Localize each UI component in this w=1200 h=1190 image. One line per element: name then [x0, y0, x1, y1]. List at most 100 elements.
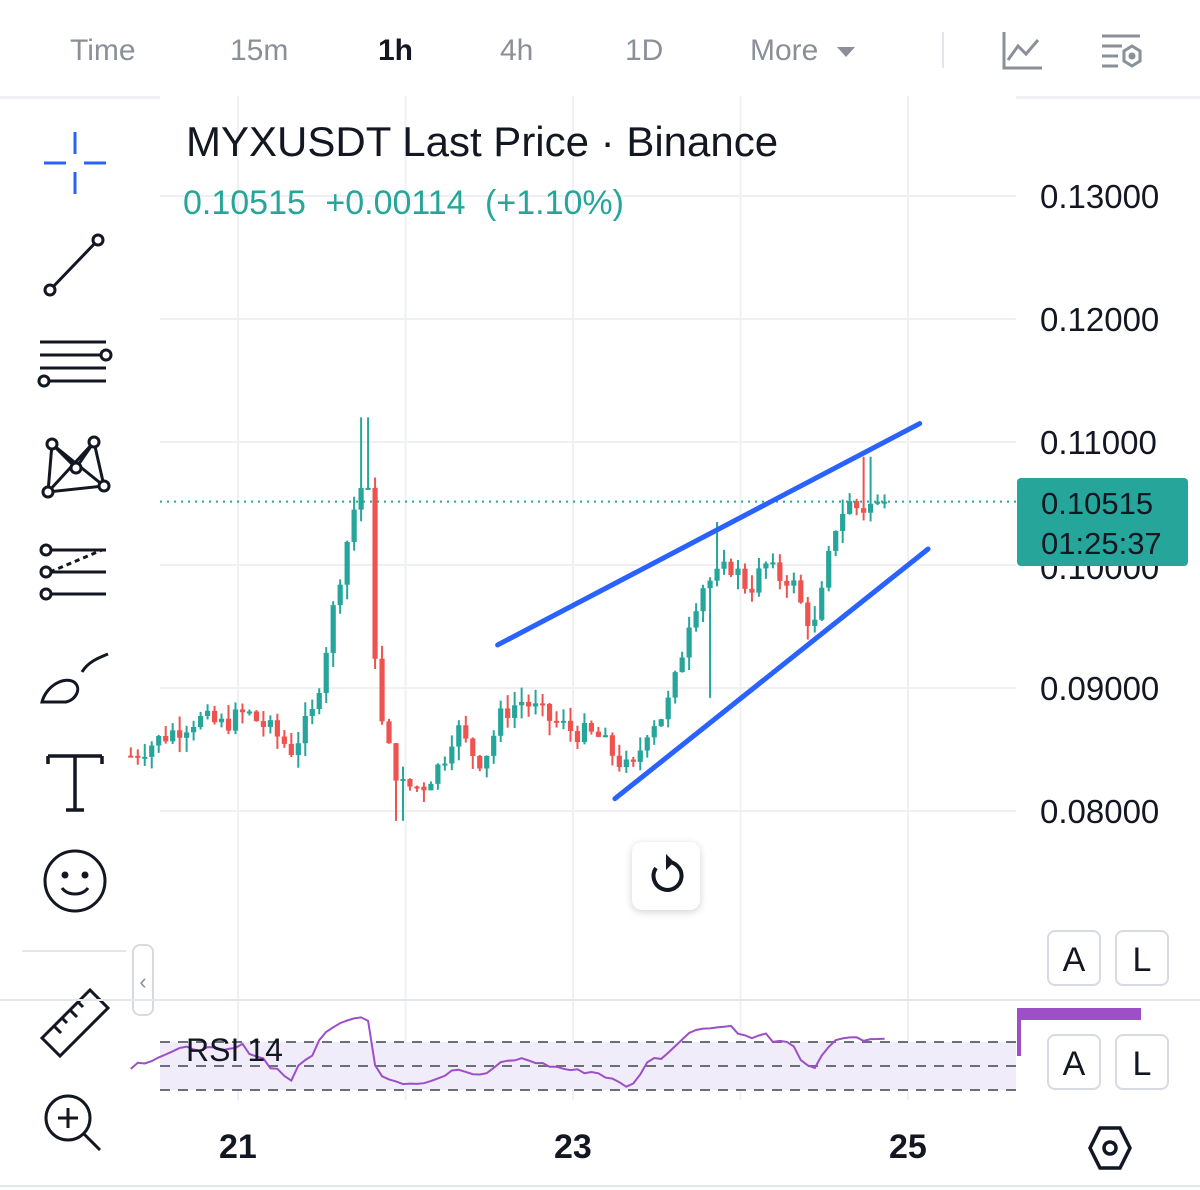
- projection-icon: [39, 543, 106, 601]
- x-tick-label: 25: [889, 1128, 927, 1166]
- candle-body: [595, 731, 602, 737]
- drawing-tools-panel: [0, 96, 150, 1190]
- candle-body: [211, 710, 218, 723]
- candle-body: [623, 759, 629, 768]
- rsi-line: [130, 1016, 885, 1088]
- y-tick-label: 0.08000: [1040, 793, 1159, 830]
- candle-body: [721, 561, 727, 569]
- candle-body: [170, 730, 176, 742]
- chart-settings-button[interactable]: [1100, 28, 1144, 72]
- candle-body: [777, 562, 783, 581]
- candle-body: [700, 588, 706, 612]
- auto-scale-button[interactable]: A: [1047, 930, 1101, 986]
- trendline-icon: [43, 233, 105, 297]
- timeframe-1h[interactable]: 1h: [378, 34, 414, 67]
- y-tick-label: 0.11000: [1040, 424, 1157, 461]
- settings-list-icon: [1102, 34, 1142, 68]
- x-tick-label: 23: [554, 1128, 592, 1166]
- candle-body: [672, 672, 678, 698]
- candle-body: [728, 561, 734, 576]
- candle-body: [707, 580, 713, 589]
- candle-body: [756, 568, 762, 593]
- price-change-pct: (+1.10%): [485, 184, 624, 222]
- hexagon-settings-icon: [1088, 1126, 1132, 1170]
- forecasting-tool[interactable]: [36, 532, 114, 610]
- candle-body: [539, 703, 546, 706]
- candle-body: [295, 743, 301, 756]
- candle-body: [749, 588, 755, 593]
- candle-body: [861, 508, 867, 513]
- ruler-icon: [39, 987, 111, 1059]
- candle-body: [609, 735, 615, 756]
- indicators-button[interactable]: [1000, 28, 1044, 72]
- log-scale-button[interactable]: L: [1115, 930, 1169, 986]
- more-timeframes-button[interactable]: More: [750, 34, 857, 68]
- text-tool[interactable]: [36, 742, 114, 820]
- zoom-tool[interactable]: [36, 1086, 114, 1164]
- rsi-auto-scale-button[interactable]: A: [1047, 1034, 1101, 1090]
- candle-body: [365, 487, 371, 490]
- timeframe-4h[interactable]: 4h: [500, 34, 534, 67]
- toolbar-collapse-button[interactable]: ‹: [132, 944, 154, 1016]
- fib-retracement-tool[interactable]: [36, 328, 114, 406]
- candle-body: [197, 716, 204, 728]
- candle-body: [288, 743, 294, 756]
- candle-body: [191, 727, 197, 733]
- candle-body: [630, 759, 636, 762]
- candle-body: [826, 550, 832, 588]
- trendline-upper: [495, 421, 923, 648]
- candle-body: [553, 720, 560, 723]
- pattern-tool[interactable]: [36, 430, 114, 508]
- candle-body: [351, 509, 357, 542]
- trendline-lower: [612, 546, 931, 802]
- candle-body: [442, 763, 448, 766]
- price-tag-value: 0.10515: [1041, 486, 1154, 521]
- parallel-lines-icon: [37, 340, 113, 388]
- candle-body: [665, 697, 671, 720]
- candle-body: [512, 705, 518, 718]
- timeframe-time[interactable]: Time: [70, 34, 136, 67]
- candle-body: [246, 711, 253, 714]
- tools-divider: [22, 950, 126, 952]
- y-tick-label: 0.09000: [1040, 670, 1159, 707]
- crosshair-icon: [44, 132, 106, 194]
- candle-body: [393, 743, 399, 781]
- candle-body: [519, 701, 525, 706]
- candle-body: [428, 783, 434, 791]
- candle-body: [491, 735, 497, 756]
- candle-body: [344, 541, 350, 585]
- candle-body: [142, 756, 148, 759]
- scale-settings-button[interactable]: [1086, 1124, 1134, 1172]
- brush-icon: [40, 652, 109, 704]
- measure-tool[interactable]: [36, 984, 114, 1062]
- reset-chart-button[interactable]: [632, 842, 700, 910]
- rsi-log-scale-button[interactable]: L: [1115, 1034, 1169, 1090]
- candle-body: [358, 488, 364, 510]
- chevron-left-icon: ‹: [139, 969, 147, 994]
- price-change: +0.00114: [325, 184, 466, 222]
- trendline-tool[interactable]: [36, 226, 114, 304]
- candle-body: [463, 725, 469, 739]
- emoji-tool[interactable]: [36, 842, 114, 920]
- candle-body: [574, 731, 581, 743]
- timeframe-1d[interactable]: 1D: [625, 34, 664, 67]
- candle-body: [407, 779, 413, 787]
- candle-body: [260, 721, 267, 728]
- candle-body: [477, 755, 483, 769]
- candle-body: [840, 513, 846, 532]
- candle-body: [470, 738, 476, 756]
- candle-body: [735, 568, 741, 576]
- rsi-value-marker-edge: [1017, 1008, 1021, 1056]
- candle-body: [679, 657, 685, 673]
- timeframe-15m[interactable]: 15m: [230, 34, 289, 67]
- candle-body: [232, 709, 239, 731]
- candle-body: [637, 750, 643, 762]
- candle-body: [805, 602, 811, 626]
- candle-body: [281, 736, 287, 744]
- crosshair-tool[interactable]: [36, 124, 114, 202]
- rsi-band: [160, 1042, 1016, 1090]
- brush-tool[interactable]: [36, 642, 114, 720]
- candle-body: [714, 568, 720, 581]
- rsi-length: 14: [247, 1032, 283, 1068]
